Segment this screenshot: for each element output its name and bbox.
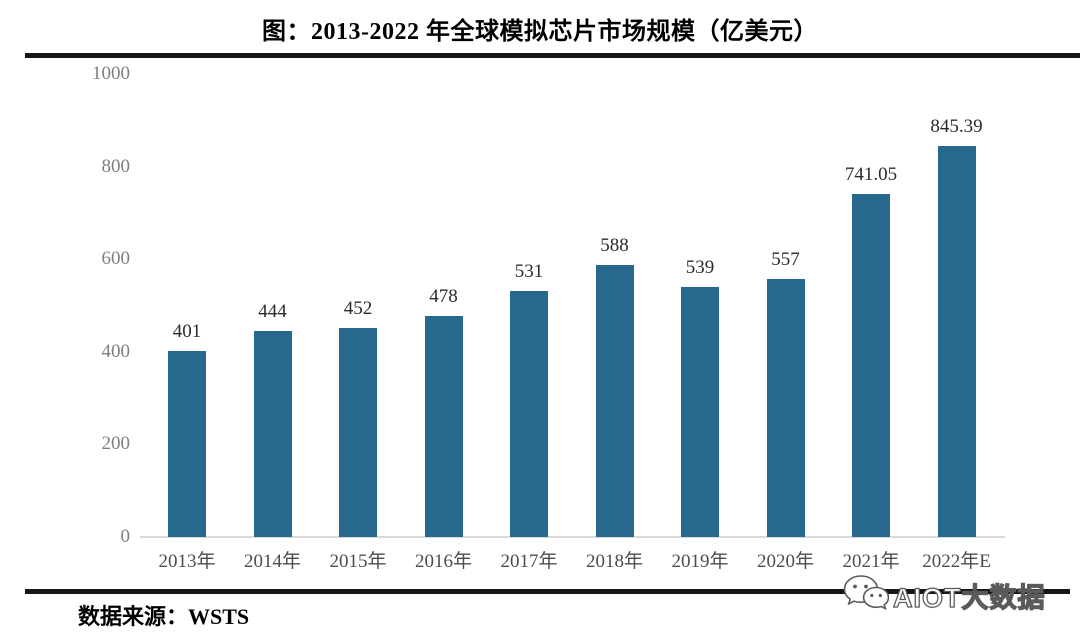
bar-value-label: 444 [258,301,287,322]
bar-value-label: 401 [172,321,202,342]
wechat-icon [843,573,890,618]
y-axis: 0 200 400 600 800 1000 [0,63,131,547]
bar [253,331,292,537]
x-tick-label: 2020年 [756,551,815,572]
x-tick-label: 2015年 [329,551,387,572]
bar [681,287,719,537]
x-axis-baseline [140,536,1005,538]
bar [339,328,377,537]
y-tick-label: 800 [101,155,131,177]
bar [424,316,463,537]
y-tick-label: 400 [101,340,131,362]
x-tick-label: 2021年 [842,551,900,572]
bar [766,279,805,537]
bar-value-label: 557 [771,249,800,270]
bar [595,265,634,537]
top-rule [25,53,1080,58]
bar-value-label: 531 [514,261,544,282]
bar [168,351,206,537]
x-axis: 2013年 2014年 2015年 2016年 2017年 2018年 2019年 2020年… [140,546,1005,574]
bar-value-label: 478 [429,286,458,307]
x-tick-label: 2013年 [158,551,216,572]
bar-value-label: 845.39 [930,116,983,137]
bar-value-label: 588 [600,235,629,256]
x-tick-label: 2018年 [585,551,644,572]
bottom-rule [25,589,1070,594]
x-tick-label: 2014年 [243,551,302,572]
x-tick-label: 2016年 [414,551,473,572]
y-tick-label: 1000 [92,63,130,84]
watermark: AIOT大数据 [843,572,1068,618]
chart-title: 图：2013-2022 年全球模拟芯片市场规模（亿美元） [262,19,818,45]
y-tick-label: 600 [101,248,131,270]
watermark-text: AIOT大数据 [892,582,1046,613]
bar-value-label: 539 [685,257,715,278]
plot-area: 401 444 452 478 531 588 539 557 741.05 845.39 [140,74,1005,538]
bar [852,194,890,537]
bar-value-label: 741.05 [844,164,898,185]
bar-value-label: 452 [343,298,373,319]
y-tick-label: 200 [101,433,131,455]
x-tick-label: 2019年 [671,551,729,572]
y-tick-label: 0 [120,526,131,547]
x-tick-label: 2017年 [500,551,558,572]
bar [937,146,976,537]
source-caption: 数据来源：WSTS [78,604,250,629]
bar [510,291,548,537]
x-tick-label: 2022年E [922,551,991,572]
